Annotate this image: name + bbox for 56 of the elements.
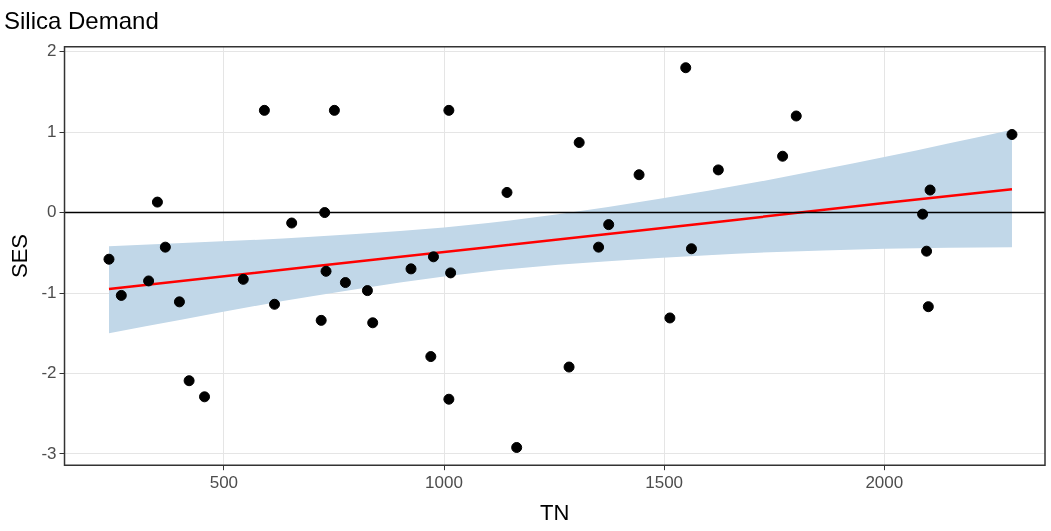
y-tick-label: -3 xyxy=(41,443,57,463)
chart-title: Silica Demand xyxy=(4,7,159,35)
x-axis-title: TN xyxy=(540,499,570,525)
point xyxy=(320,265,332,277)
point xyxy=(173,296,185,308)
point xyxy=(603,219,615,231)
point xyxy=(361,285,373,297)
point xyxy=(445,267,457,279)
point xyxy=(339,277,351,289)
x-tick-label: 1500 xyxy=(645,473,684,493)
point xyxy=(511,442,523,453)
point xyxy=(712,164,724,176)
point xyxy=(328,104,340,116)
point xyxy=(427,251,439,263)
point xyxy=(115,289,127,301)
point xyxy=(258,104,270,116)
point xyxy=(921,245,933,257)
point xyxy=(315,314,327,326)
y-tick-label: 2 xyxy=(47,41,57,61)
point xyxy=(924,184,936,196)
point xyxy=(103,253,115,265)
point xyxy=(790,110,802,122)
point xyxy=(425,351,437,363)
point xyxy=(443,104,455,116)
point xyxy=(151,196,163,208)
point xyxy=(319,207,331,219)
point xyxy=(917,208,929,220)
point xyxy=(183,375,195,387)
point xyxy=(199,391,211,403)
x-tick-label: 1000 xyxy=(425,473,463,493)
point xyxy=(269,298,281,310)
point xyxy=(777,150,789,162)
point xyxy=(685,243,697,255)
point xyxy=(443,393,455,405)
point xyxy=(501,186,513,198)
y-tick-label: 0 xyxy=(47,202,57,222)
point xyxy=(664,312,676,324)
point xyxy=(563,361,575,373)
point xyxy=(922,301,934,313)
point xyxy=(143,275,155,287)
y-axis-title: SES xyxy=(7,233,33,279)
x-tick-label: 2000 xyxy=(865,473,904,493)
point xyxy=(633,169,645,181)
point xyxy=(237,273,249,285)
point xyxy=(405,263,417,275)
point xyxy=(593,241,605,253)
y-tick-label: 1 xyxy=(47,121,57,141)
y-tick-label: -2 xyxy=(41,363,57,383)
y-tick-label: -1 xyxy=(41,282,57,302)
point xyxy=(680,62,692,74)
point xyxy=(286,217,298,229)
point xyxy=(1006,129,1018,140)
point xyxy=(573,137,585,149)
point xyxy=(367,317,379,329)
point xyxy=(159,241,171,253)
x-tick-label: 500 xyxy=(209,473,239,493)
